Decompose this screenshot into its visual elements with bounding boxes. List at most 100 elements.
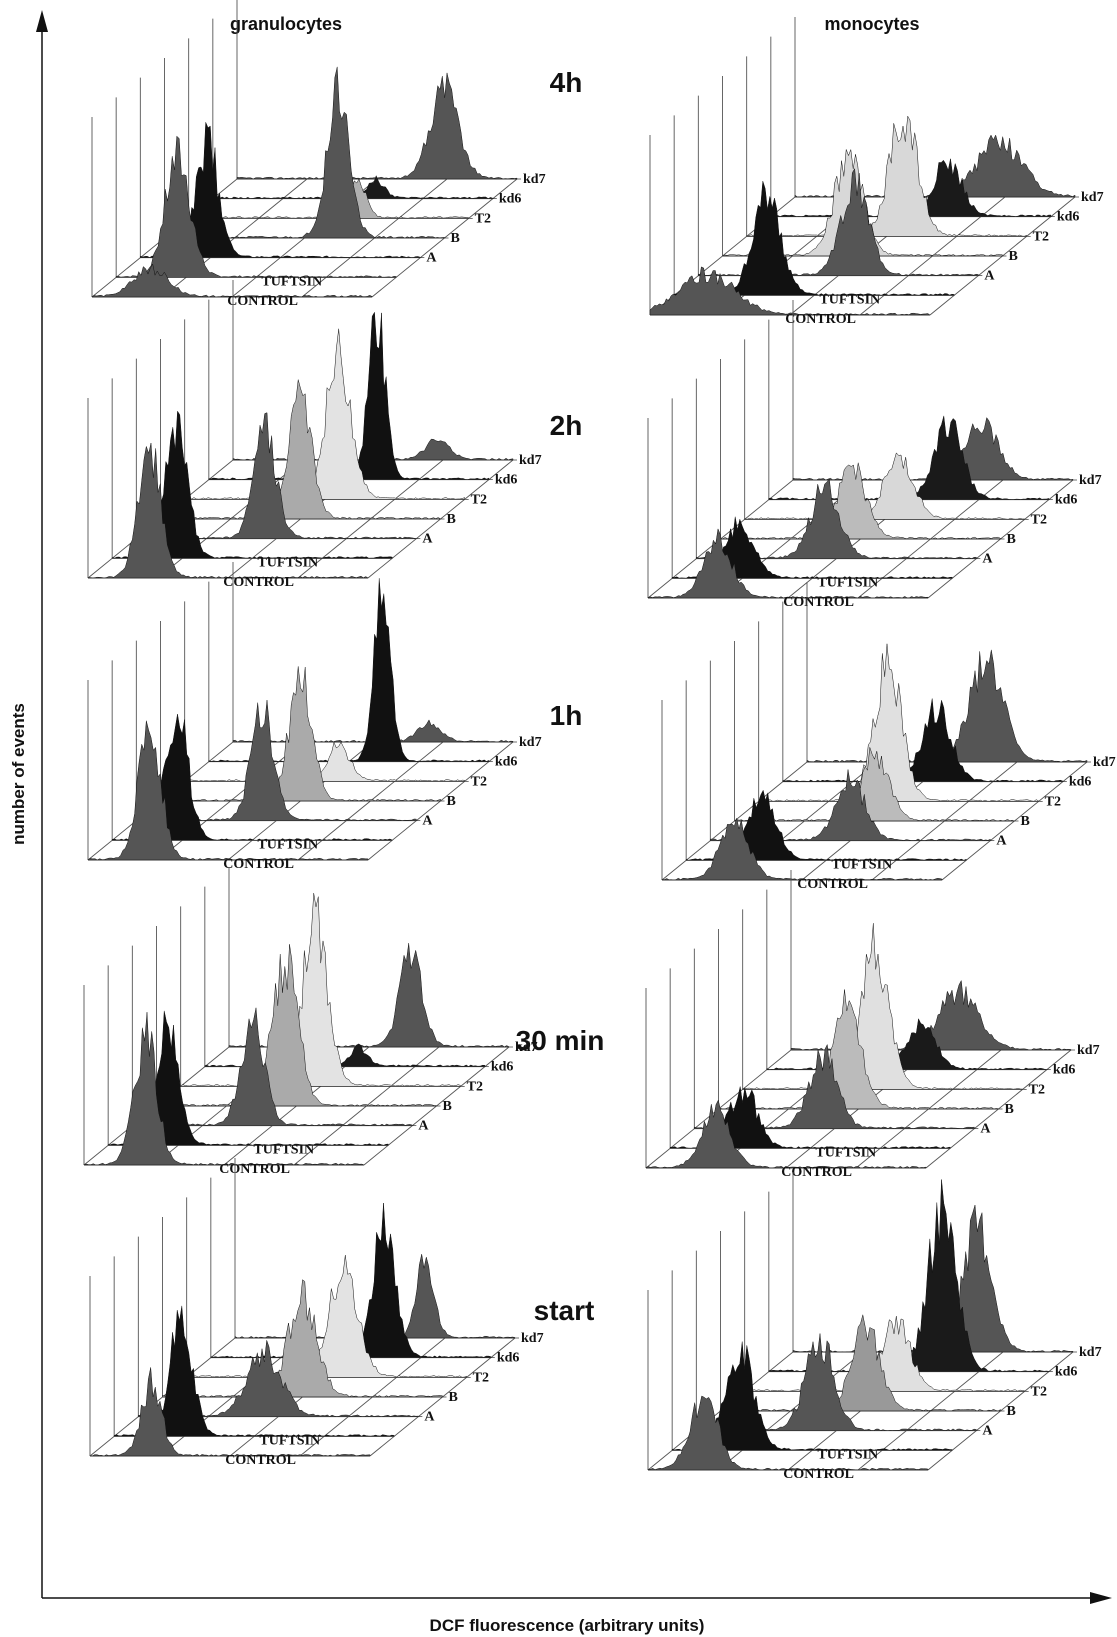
monocytes-histogram-control	[647, 1395, 929, 1471]
monocytes-histogram-b	[720, 462, 1001, 540]
granulocytes-histogram-control	[89, 1367, 371, 1457]
series-label-tuftsin: TUFTSIN	[819, 292, 880, 307]
x-axis-arrow-icon	[1090, 1592, 1112, 1604]
series-label-tuftsin: TUFTSIN	[831, 857, 892, 872]
series-label-kd7: kd7	[523, 172, 546, 187]
series-label-a: A	[982, 1424, 993, 1439]
granulocytes-histogram-kd7	[236, 72, 518, 180]
monocytes-wall-grid	[649, 17, 796, 315]
series-label-a: A	[426, 251, 437, 266]
series-label-kd7: kd7	[515, 1040, 538, 1055]
granulocytes-histogram-t2	[184, 328, 465, 500]
time-label-2h: 2h	[550, 410, 583, 441]
series-label-kd7: kd7	[1079, 473, 1102, 488]
series-label-kd6: kd6	[497, 1351, 520, 1366]
granulocytes-histogram-control	[83, 1012, 365, 1166]
monocytes-histogram-control	[645, 1099, 927, 1169]
granulocytes-histograms	[87, 311, 514, 579]
series-label-kd7: kd7	[1077, 1043, 1100, 1058]
monocytes-histograms	[661, 643, 1088, 881]
granulocytes-histogram-control	[87, 442, 369, 579]
granulocytes-histogram-t2	[186, 1254, 467, 1378]
series-label-kd7: kd7	[521, 1331, 544, 1346]
series-label-control: CONTROL	[223, 857, 294, 872]
series-label-a: A	[996, 834, 1007, 849]
series-label-tuftsin: TUFTSIN	[817, 575, 878, 590]
monocytes-histogram-control	[647, 527, 929, 599]
series-label-a: A	[984, 269, 995, 284]
series-label-tuftsin: TUFTSIN	[257, 837, 318, 852]
monocytes-histogram-control	[649, 266, 931, 316]
y-axis-arrow-icon	[36, 10, 48, 32]
series-label-kd6: kd6	[491, 1060, 514, 1075]
monocytes-wall-grid	[645, 870, 792, 1168]
column-label-monocytes: monocytes	[824, 14, 919, 34]
series-label-kd6: kd6	[1069, 775, 1092, 790]
series-label-t2: T2	[1033, 229, 1049, 244]
monocytes-histogram-b	[718, 989, 999, 1110]
series-label-kd7: kd7	[1079, 1345, 1102, 1360]
time-label-1h: 1h	[550, 700, 583, 731]
granulocytes-histogram-control	[91, 263, 373, 298]
series-label-b: B	[1005, 1102, 1014, 1117]
series-label-kd6: kd6	[499, 192, 522, 207]
series-label-tuftsin: TUFTSIN	[253, 1142, 314, 1157]
monocytes-wall-grid	[661, 582, 808, 880]
monocytes-wall-grid	[647, 1172, 794, 1470]
main-axes	[36, 10, 1112, 1604]
series-label-kd6: kd6	[495, 755, 518, 770]
series-label-kd6: kd6	[495, 473, 518, 488]
monocytes-histograms	[647, 1179, 1074, 1471]
granulocytes-histogram-tuftsin	[115, 135, 397, 278]
granulocytes-histogram-kd6	[208, 578, 490, 762]
series-label-kd6: kd6	[1057, 210, 1080, 225]
panels-group: CONTROLTUFTSINABT2kd6kd7CONTROLTUFTSINAB…	[83, 0, 1116, 1482]
series-label-b: B	[1021, 814, 1030, 829]
series-label-kd7: kd7	[519, 453, 542, 468]
series-label-tuftsin: TUFTSIN	[817, 1447, 878, 1462]
series-label-kd6: kd6	[1055, 493, 1078, 508]
series-label-b: B	[443, 1099, 452, 1114]
series-label-b: B	[447, 794, 456, 809]
series-label-a: A	[982, 552, 993, 567]
granulocytes-histogram-t2	[180, 893, 461, 1087]
granulocytes-histograms	[87, 578, 514, 861]
time-label-4h: 4h	[550, 67, 583, 98]
series-label-control: CONTROL	[783, 1467, 854, 1482]
series-label-t2: T2	[1029, 1082, 1045, 1097]
monocytes-histogram-t2	[758, 643, 1039, 802]
monocytes-histograms	[649, 115, 1076, 316]
monocytes-histogram-b	[734, 747, 1015, 822]
monocytes-histogram-kd6	[782, 698, 1064, 782]
y-axis-label: number of events	[9, 703, 28, 845]
series-label-t2: T2	[467, 1079, 483, 1094]
series-label-control: CONTROL	[223, 575, 294, 590]
series-label-kd6: kd6	[1055, 1365, 1078, 1380]
series-label-control: CONTROL	[225, 1453, 296, 1468]
series-label-control: CONTROL	[781, 1165, 852, 1180]
granulocytes-wall-grid	[87, 562, 234, 860]
series-label-kd7: kd7	[519, 735, 542, 750]
series-label-control: CONTROL	[219, 1162, 290, 1177]
series-label-control: CONTROL	[797, 877, 868, 892]
series-label-control: CONTROL	[227, 294, 298, 309]
series-label-b: B	[449, 1390, 458, 1405]
monocytes-histogram-b	[720, 1314, 1001, 1412]
